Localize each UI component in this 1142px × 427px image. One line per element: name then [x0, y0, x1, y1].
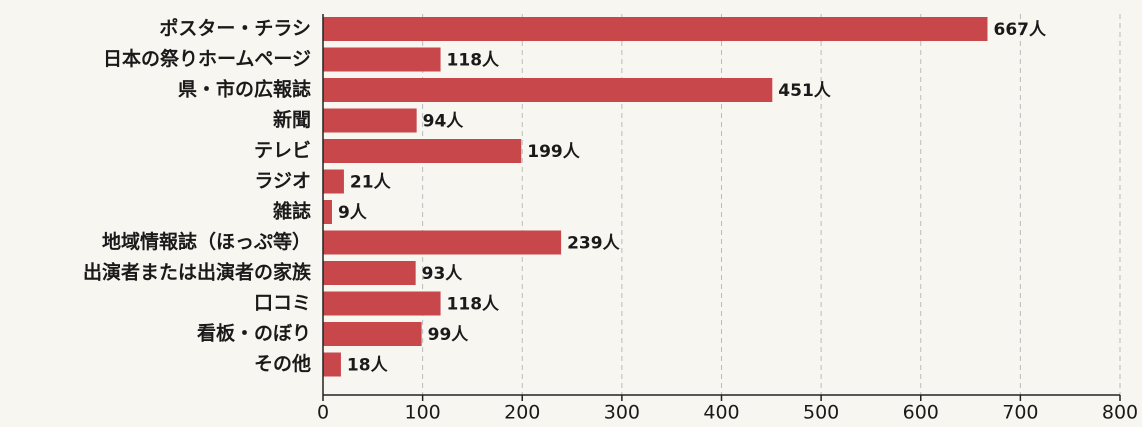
value-label: 199人	[527, 142, 580, 162]
y-tick-label: その他	[254, 352, 311, 375]
x-tick-label: 300	[604, 402, 640, 424]
bar	[323, 261, 416, 285]
bar	[323, 108, 417, 133]
bar	[323, 322, 422, 346]
y-tick-label: 地域情報誌（ほっぷ等）	[102, 230, 311, 253]
y-tick-label: テレビ	[254, 140, 311, 162]
value-label: 94人	[423, 112, 465, 132]
bar	[323, 78, 773, 102]
bar	[323, 352, 341, 377]
x-tick-label: 200	[504, 402, 540, 424]
y-tick-label: 雑誌	[272, 200, 311, 223]
value-label: 239人	[567, 234, 620, 254]
value-label: 667人	[993, 20, 1046, 40]
value-label: 18人	[347, 356, 389, 376]
x-tick-label: 700	[1002, 402, 1038, 424]
value-label: 118人	[447, 51, 500, 71]
bar	[323, 230, 562, 255]
y-tick-label: ラジオ	[254, 170, 311, 192]
x-tick-label: 0	[317, 402, 329, 424]
y-tick-label: 口コミ	[254, 292, 311, 314]
value-label: 451人	[778, 81, 831, 101]
x-tick-label: 400	[703, 402, 739, 424]
x-tick-label: 800	[1102, 402, 1138, 424]
bar	[323, 17, 988, 41]
value-label: 99人	[428, 325, 470, 345]
x-tick-label: 100	[404, 402, 440, 424]
y-tick-label: 看板・のぼり	[196, 322, 311, 345]
bar	[323, 200, 332, 224]
y-tick-label: 出演者または出演者の家族	[83, 261, 312, 284]
y-tick-label: 日本の祭りホームページ	[103, 47, 311, 70]
bar	[323, 291, 441, 316]
value-label: 9人	[338, 203, 368, 223]
y-tick-label: 県・市の広報誌	[178, 78, 311, 101]
value-label: 118人	[447, 295, 500, 315]
bar	[323, 47, 441, 72]
bar	[323, 169, 344, 194]
y-tick-label: ポスター・チラシ	[159, 17, 311, 40]
value-label: 93人	[422, 264, 464, 284]
x-tick-label: 500	[803, 402, 839, 424]
value-label: 21人	[350, 173, 392, 193]
bar	[323, 139, 522, 163]
y-tick-label: 新聞	[273, 108, 311, 131]
x-tick-label: 600	[903, 402, 939, 424]
